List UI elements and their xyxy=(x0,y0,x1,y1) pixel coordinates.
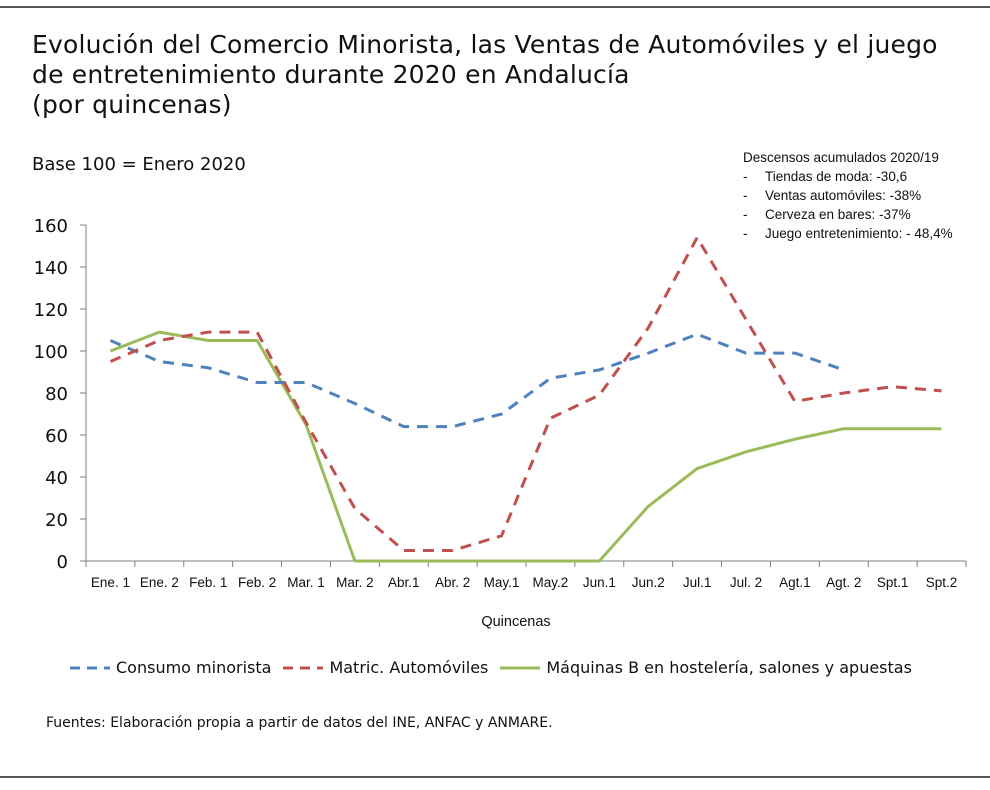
title-line-1: Evolución del Comercio Minorista, las Ve… xyxy=(32,30,938,59)
title-line-2: de entretenimiento durante 2020 en Andal… xyxy=(32,60,630,89)
y-tick-label: 80 xyxy=(45,384,68,405)
bottom-border xyxy=(0,776,990,778)
x-tick-label: Jun.2 xyxy=(632,575,665,590)
x-axis-title: Quincenas xyxy=(481,614,550,630)
legend-swatch xyxy=(283,666,324,669)
annotation-box: Descensos acumulados 2020/19 - Tiendas de… xyxy=(743,148,953,243)
y-tick-label: 40 xyxy=(45,468,68,489)
x-tick-label: Spt.1 xyxy=(877,575,909,590)
series-line-1 xyxy=(109,236,942,552)
chart-legend: Consumo minorista Matric. Automóviles Má… xyxy=(70,658,924,677)
x-tick-label: Feb. 2 xyxy=(238,575,276,590)
legend-label: Consumo minorista xyxy=(116,658,272,677)
y-tick-label: 140 xyxy=(34,258,68,279)
series-line-0 xyxy=(109,332,845,429)
annotation-heading: Descensos acumulados 2020/19 xyxy=(743,150,939,165)
annotation-item: - Juego entretenimiento: - 48,4% xyxy=(743,226,953,241)
x-tick-label: Abr. 2 xyxy=(435,575,470,590)
x-tick-label: Jun.1 xyxy=(583,575,616,590)
x-tick-label: Abr.1 xyxy=(388,575,420,590)
legend-swatch xyxy=(70,666,110,669)
x-tick-label: May.2 xyxy=(533,575,569,590)
legend-entry: Matric. Automóviles xyxy=(283,658,488,677)
x-tick-label: Ene. 1 xyxy=(91,575,130,590)
source-note: Fuentes: Elaboración propia a partir de … xyxy=(46,715,553,731)
y-tick-label: 160 xyxy=(34,216,68,237)
x-tick-label: Mar. 2 xyxy=(336,575,374,590)
x-tick-label: Jul. 2 xyxy=(730,575,762,590)
legend-entry: Consumo minorista xyxy=(70,658,271,677)
y-tick-label: 0 xyxy=(57,552,68,573)
annotation-item: - Tiendas de moda: -30,6 xyxy=(743,169,908,184)
top-border xyxy=(0,6,990,8)
base-note: Base 100 = Enero 2020 xyxy=(32,154,246,175)
legend-label: Matric. Automóviles xyxy=(329,658,489,677)
annotation-item: - Cerveza en bares: -37% xyxy=(743,207,911,222)
annotation-item: - Ventas automóviles: -38% xyxy=(743,188,922,203)
x-tick-label: Jul.1 xyxy=(683,575,712,590)
series-line-2 xyxy=(109,330,942,563)
x-tick-label: Spt.2 xyxy=(926,575,958,590)
x-tick-label: May.1 xyxy=(484,575,520,590)
x-tick-label: Agt. 2 xyxy=(826,575,861,590)
x-tick-label: Feb. 1 xyxy=(189,575,227,590)
legend-swatch xyxy=(500,666,541,669)
y-tick-label: 100 xyxy=(34,342,68,363)
y-tick-label: 20 xyxy=(45,510,68,531)
y-tick-label: 120 xyxy=(34,300,68,321)
x-tick-label: Ene. 2 xyxy=(140,575,179,590)
legend-entry: Máquinas B en hostelería, salones y apue… xyxy=(500,658,912,677)
chart-title: Evolución del Comercio Minorista, las Ve… xyxy=(32,30,938,120)
x-tick-label: Agt.1 xyxy=(779,575,811,590)
x-tick-label: Mar. 1 xyxy=(287,575,325,590)
title-line-3: (por quincenas) xyxy=(32,90,232,119)
legend-label: Máquinas B en hostelería, salones y apue… xyxy=(546,658,912,677)
y-tick-label: 60 xyxy=(45,426,68,447)
